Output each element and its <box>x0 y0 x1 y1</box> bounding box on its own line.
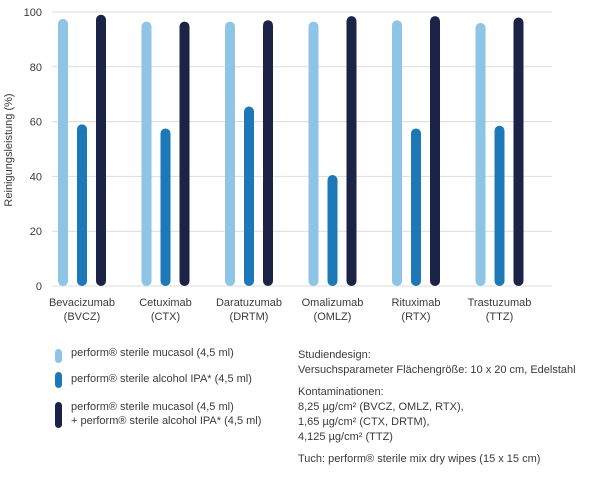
x-category-label: Omalizumab (OMLZ) <box>302 297 364 323</box>
legend-item-mucasol: perform® sterile mucasol (4,5 ml) <box>55 346 290 368</box>
y-tick-label: 60 <box>30 117 42 129</box>
study-design-notes: Studiendesign: Versuchsparameter Flächen… <box>298 348 598 467</box>
study-design-text: Versuchsparameter Flächengröße: 10 x 20 … <box>298 364 576 376</box>
legend-item-ipa: perform® sterile alcohol IPA* (4,5 ml) <box>55 372 290 398</box>
x-category-label: Rituximab (RTX) <box>392 297 441 323</box>
y-axis-tick-labels: 0 20 40 60 80 100 <box>24 7 42 293</box>
x-category-label: Daratuzumab (DRTM) <box>216 297 282 323</box>
bar-1-trastuzumab <box>475 22 486 287</box>
bar-1-omalizumab <box>308 21 319 287</box>
y-tick-label: 100 <box>24 7 42 19</box>
x-category-label: Cetuximab (CTX) <box>139 297 192 323</box>
legend: perform® sterile mucasol (4,5 ml) perfor… <box>55 346 290 430</box>
legend-swatch-mucasol <box>55 349 62 363</box>
legend-swatch-combined <box>55 402 62 428</box>
legend-label: perform® sterile alcohol IPA* (4,5 ml) <box>71 373 252 385</box>
grid-lines <box>52 11 552 287</box>
y-axis-title: Reinigungsleistung (%) <box>3 93 15 206</box>
legend-item-combined: perform® sterile mucasol (4,5 ml) + perf… <box>55 400 290 430</box>
bar-chart: 0 20 40 60 80 100 Reinigungsleistung (%) Beva… <box>3 7 552 323</box>
bar-1-cetuximab <box>141 21 152 287</box>
bar-3-rituximab <box>430 16 440 287</box>
y-tick-label: 80 <box>30 62 42 74</box>
bar-2-daratuzumab <box>244 106 254 286</box>
x-category-label: Bevacizumab (BVCZ) <box>49 297 115 323</box>
y-tick-label: 0 <box>36 281 42 293</box>
bar-1-rituximab <box>392 20 402 286</box>
y-tick-label: 40 <box>30 171 42 183</box>
bar-3-bevacizumab <box>96 14 106 287</box>
y-tick-label: 20 <box>30 226 42 238</box>
bar-3-daratuzumab <box>263 20 273 286</box>
wipes-note: Tuch: perform® sterile mix dry wipes (15… <box>298 453 541 465</box>
x-category-label: Trastuzumab (TTZ) <box>468 297 532 323</box>
legend-label: perform® sterile mucasol (4,5 ml) + perf… <box>71 401 262 427</box>
bar-2-omalizumab <box>327 175 338 286</box>
contamination-title: Kontaminationen: <box>298 386 384 398</box>
bar-3-trastuzumab <box>513 17 524 286</box>
contamination-lines: 8,25 µg/cm² (BVCZ, OMLZ, RTX), 1,65 µg/c… <box>298 401 464 443</box>
bar-2-bevacizumab <box>77 124 87 286</box>
bar-2-trastuzumab <box>494 125 505 287</box>
bar-3-omalizumab <box>346 16 357 287</box>
bar-3-cetuximab <box>179 21 190 287</box>
legend-swatch-ipa <box>55 372 62 388</box>
bars <box>58 14 524 287</box>
bar-2-cetuximab <box>160 128 171 286</box>
bar-2-rituximab <box>411 128 421 286</box>
study-design-title: Studiendesign: <box>298 349 371 361</box>
legend-label: perform® sterile mucasol (4,5 ml) <box>71 347 234 359</box>
bar-1-daratuzumab <box>225 21 235 287</box>
x-axis-category-labels: Bevacizumab (BVCZ) Cetuximab (CTX) Daratuzum… <box>49 297 531 323</box>
bar-1-bevacizumab <box>58 18 68 286</box>
